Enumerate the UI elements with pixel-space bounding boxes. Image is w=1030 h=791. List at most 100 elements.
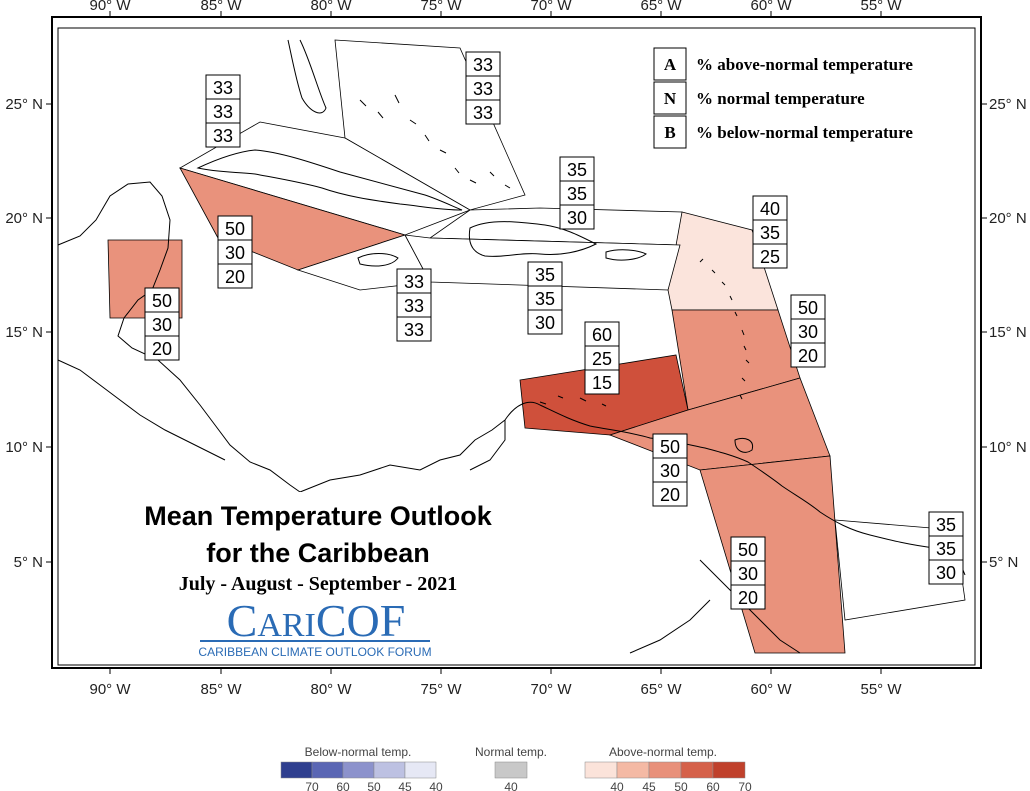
stack-cell	[928, 511, 964, 537]
stack-french-guiana: 35 35 30	[928, 511, 964, 585]
stack-trinidad: 50 30 20	[652, 433, 688, 507]
stack-value: 30	[798, 322, 818, 342]
stack-value: 35	[936, 515, 956, 535]
lon-label-bottom: 85° W	[200, 681, 242, 698]
lat-label-left: 15° N	[5, 324, 43, 341]
region-bahamas	[334, 39, 526, 211]
stack-value: 33	[473, 55, 493, 75]
stack-value: 50	[225, 219, 245, 239]
stack-value: 20	[660, 485, 680, 505]
lon-label-bottom: 80° W	[310, 681, 352, 698]
key-text: % above-normal temperature	[696, 55, 913, 74]
stack-cell	[465, 99, 501, 125]
stack-cell	[217, 239, 253, 265]
stack-turks-caicos: 35 35 30	[559, 156, 595, 230]
stack-value: 30	[152, 315, 172, 335]
stack-cell	[928, 559, 964, 585]
coast-trinidad	[734, 437, 754, 453]
stack-guyana: 50 30 20	[730, 536, 766, 610]
stack-cell	[790, 318, 826, 344]
stack-value: 35	[535, 265, 555, 285]
coast-florida	[287, 39, 327, 114]
stack-value: 60	[592, 325, 612, 345]
probability-key: A % above-normal temperature N % normal …	[653, 47, 913, 149]
lat-label-right: 10° N	[989, 439, 1027, 456]
stack-value: 20	[225, 267, 245, 287]
title-line-2: for the Caribbean	[206, 538, 430, 568]
lat-label-left: 5° N	[14, 554, 43, 571]
stack-value: 20	[738, 588, 758, 608]
colorbar-tick: 70	[738, 780, 752, 791]
stack-value: 25	[760, 247, 780, 267]
colorbar-below-label: Below-normal temp.	[305, 745, 412, 759]
lon-label-bottom: 65° W	[640, 681, 682, 698]
colorbar-swatch	[584, 761, 618, 779]
coast-central-america	[57, 181, 301, 493]
title-line-1: Mean Temperature Outlook	[144, 501, 493, 531]
colorbar-swatch	[280, 761, 313, 779]
stack-value: 30	[738, 564, 758, 584]
key-row-b: B % below-normal temperature	[653, 115, 913, 149]
colorbar-swatch	[404, 761, 437, 779]
stack-value: 50	[738, 540, 758, 560]
stack-value: 35	[760, 223, 780, 243]
key-letter: A	[664, 55, 677, 74]
title-background	[112, 492, 524, 632]
stack-cell	[584, 345, 620, 371]
coast-abc-islands	[539, 395, 607, 407]
stack-value: 33	[404, 296, 424, 316]
colorbar-tick: 40	[610, 780, 624, 791]
stack-value: 25	[592, 349, 612, 369]
colorbar-tick: 45	[398, 780, 412, 791]
colorbar-tick: 40	[429, 780, 443, 791]
lat-label-left: 20° N	[5, 210, 43, 227]
colorbar: Below-normal temp. Normal temp. Above-no…	[280, 745, 752, 791]
stack-cell	[144, 311, 180, 337]
key-letter: B	[664, 123, 675, 142]
stack-value: 30	[567, 208, 587, 228]
lon-label-top: 60° W	[750, 0, 792, 14]
stack-value: 50	[798, 298, 818, 318]
stack-cell	[652, 433, 688, 459]
stack-cell	[752, 243, 788, 269]
lon-label-top: 90° W	[89, 0, 131, 14]
stack-value: 20	[798, 346, 818, 366]
caricof-logo: CARICOF CARIBBEAN CLIMATE OUTLOOK FORUM	[198, 595, 431, 659]
stack-cell	[652, 481, 688, 507]
stack-value: 33	[473, 79, 493, 99]
stack-value: 33	[404, 272, 424, 292]
stack-cell	[217, 263, 253, 289]
coast-central-america-3	[299, 419, 506, 493]
logo-tagline: CARIBBEAN CLIMATE OUTLOOK FORUM	[198, 645, 431, 659]
stack-cell	[752, 219, 788, 245]
title-block: Mean Temperature Outlook for the Caribbe…	[112, 492, 524, 632]
coast-inland	[469, 420, 506, 471]
colorbar-swatch	[712, 761, 746, 779]
coast-jamaica	[357, 253, 399, 267]
latitude-ticks: 25° N 20° N 15° N 10° N 5° N 25° N 20° N 15° N 1…	[5, 96, 1026, 571]
stack-jamaica: 33 33 33	[396, 268, 432, 342]
lon-label-top: 80° W	[310, 0, 352, 14]
colorbar-tick: 60	[706, 780, 720, 791]
stack-abc-islands: 60 25 15	[584, 321, 620, 395]
colorbar-tick: 45	[642, 780, 656, 791]
key-row-a: A % above-normal temperature	[653, 47, 913, 81]
lon-label-top: 55° W	[860, 0, 902, 14]
key-text: % below-normal temperature	[696, 123, 913, 142]
colorbar-tick: 60	[336, 780, 350, 791]
stack-cell	[730, 584, 766, 610]
stack-value: 50	[660, 437, 680, 457]
stack-cell	[752, 195, 788, 221]
coast-lesser-antilles	[699, 258, 750, 400]
colorbar-tick: 50	[674, 780, 688, 791]
stack-value: 20	[152, 339, 172, 359]
colorbar-tick: 40	[504, 780, 518, 791]
stack-cell	[396, 292, 432, 318]
stack-bahamas: 33 33 33	[465, 51, 501, 125]
stack-cell	[559, 204, 595, 230]
key-letter: N	[664, 89, 677, 108]
stack-cell	[396, 268, 432, 294]
stack-cell	[559, 180, 595, 206]
coastlines	[57, 39, 966, 654]
